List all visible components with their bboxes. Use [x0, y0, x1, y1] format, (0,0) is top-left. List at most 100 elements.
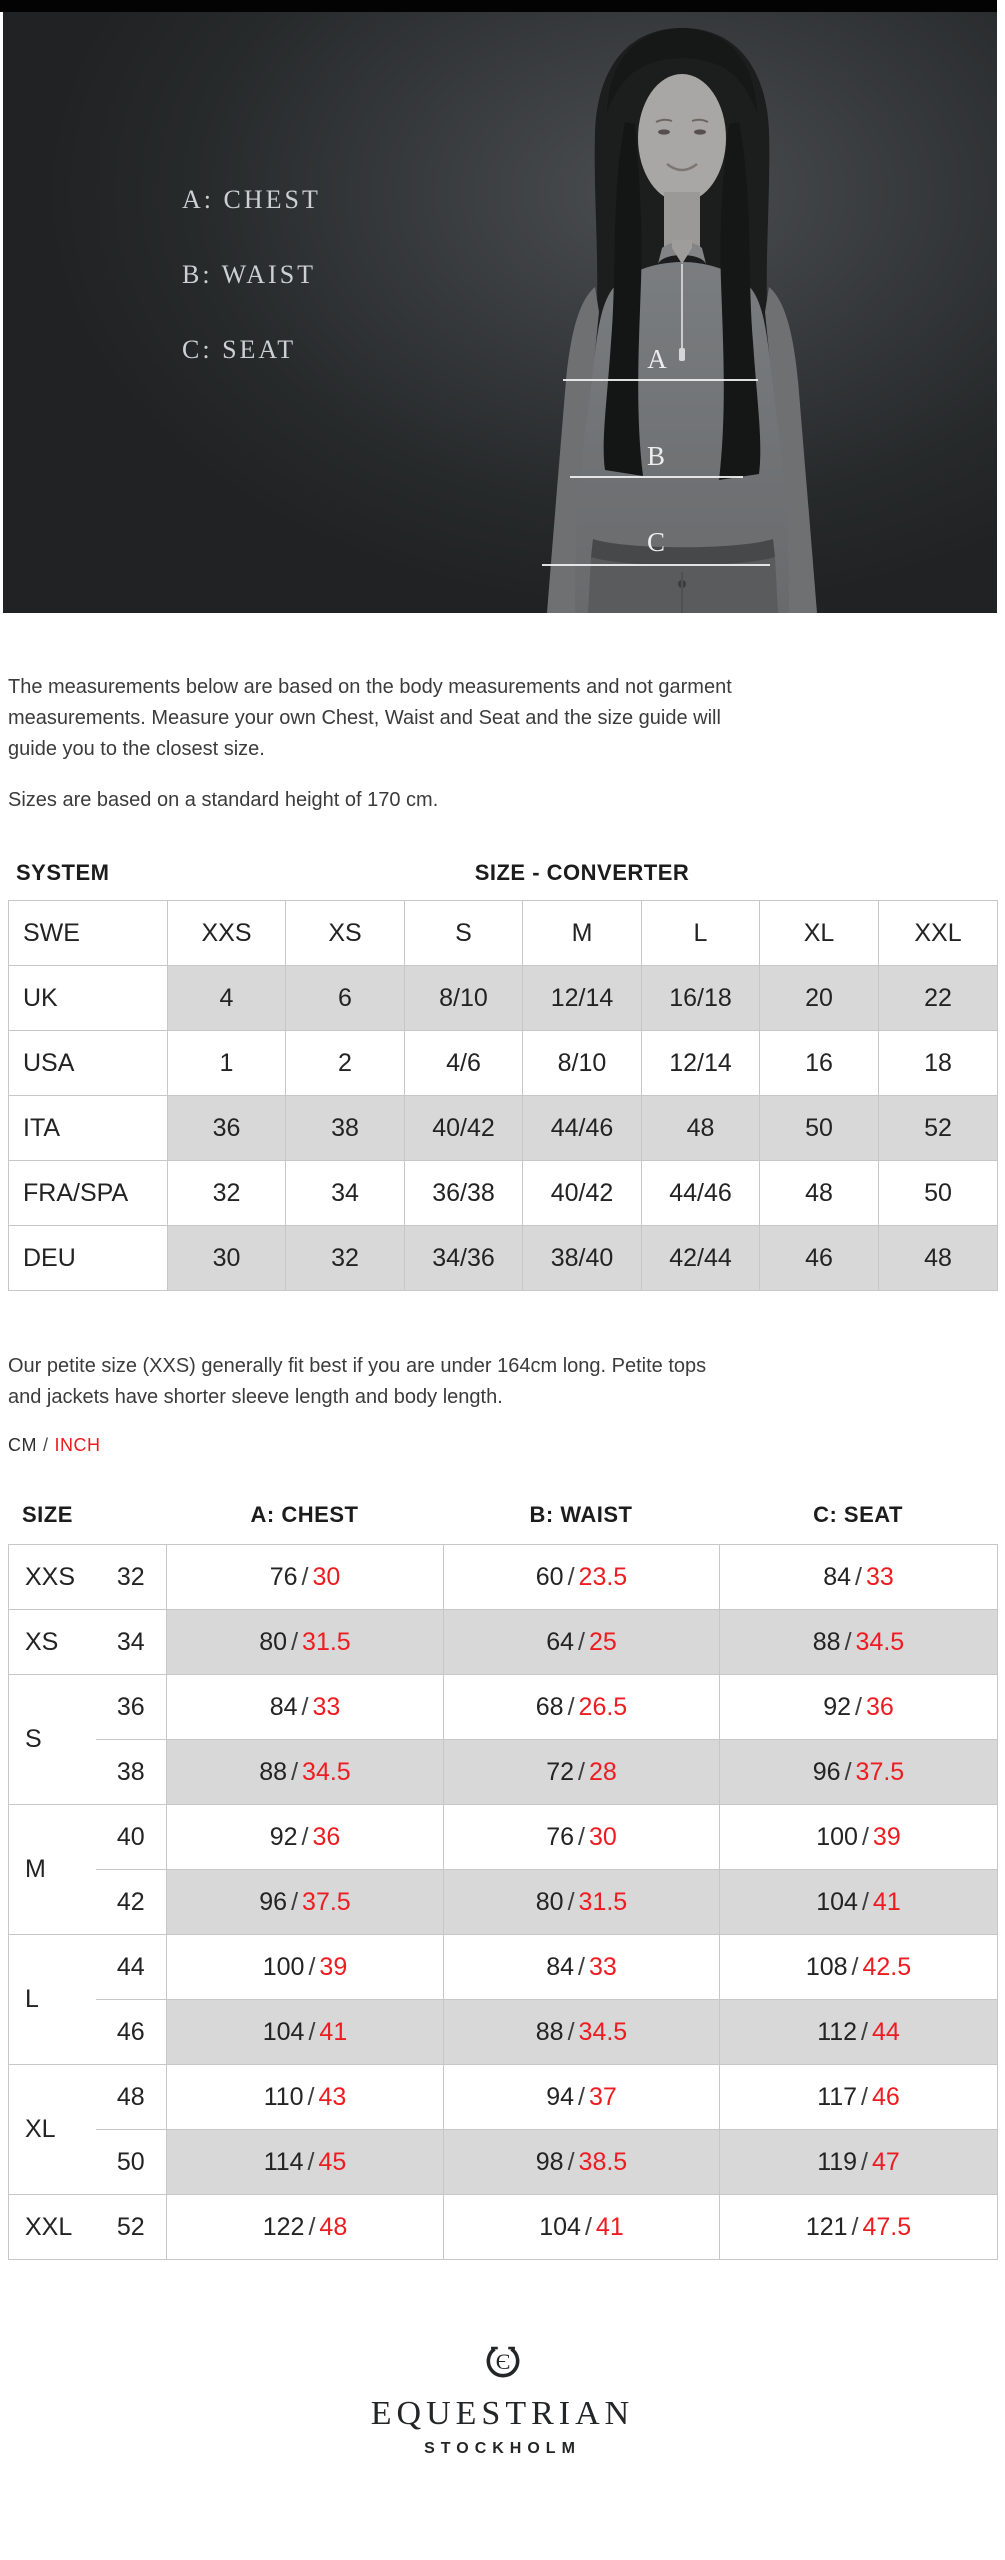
converter-row: DEU 30 32 34/36 38/40 42/44 46 48 — [8, 1225, 998, 1291]
size-cell: 4/6 — [404, 1030, 523, 1096]
measurement-value-cell: 121/47.5 — [719, 2194, 998, 2260]
logo-monogram: Є — [495, 2349, 510, 2374]
size-number-cell: 46 — [95, 1999, 167, 2065]
size-cell: 36/38 — [404, 1160, 523, 1226]
size-cell: 38/40 — [522, 1225, 642, 1291]
size-cell: 12/14 — [641, 1030, 760, 1096]
cm-value: 92 — [269, 1822, 298, 1851]
measurement-value-cell: 96/37.5 — [166, 1869, 444, 1935]
hero-top-black-bar — [0, 0, 997, 12]
cm-value: 84 — [546, 1952, 575, 1981]
unit-toggle: CM / INCH — [8, 1435, 997, 1456]
size-letter-cell: XL — [8, 2064, 96, 2195]
intro-paragraph: The measurements below are based on the … — [8, 676, 732, 760]
cm-value: 88 — [812, 1627, 841, 1656]
measurement-row: XL 48 110/43 94/37 117/46 — [8, 2064, 998, 2195]
value-separator: / — [301, 1692, 309, 1721]
inch-value: 38.5 — [578, 2147, 628, 2176]
measurement-value-cell: 100/39 — [719, 1804, 998, 1870]
size-guide-content: The measurements below are based on the … — [0, 672, 1005, 2260]
value-separator: / — [861, 2147, 868, 2176]
size-cell: 52 — [878, 1095, 998, 1161]
cm-value: 64 — [546, 1627, 575, 1656]
value-separator: / — [291, 1757, 299, 1786]
size-cell: 44/46 — [522, 1095, 642, 1161]
size-cell: 16 — [759, 1030, 879, 1096]
cm-value: 60 — [535, 1562, 564, 1591]
value-separator: / — [861, 1822, 869, 1851]
system-label-cell: DEU — [8, 1225, 168, 1291]
measurement-value-cell: 117/46 — [719, 2064, 998, 2130]
value-separator: / — [861, 1887, 869, 1916]
size-converter-table-body: SWE XXS XS S M L XL XXL UK 4 6 8/10 12/14 16/18 20 22 US… — [8, 900, 998, 1291]
cm-value: 84 — [823, 1562, 852, 1591]
size-cell: 4 — [167, 965, 286, 1031]
value-separator: / — [855, 1562, 862, 1591]
inch-value: 36 — [312, 1822, 341, 1851]
inch-value: 31.5 — [302, 1627, 351, 1656]
measurement-value-cell: 80/31.5 — [166, 1609, 444, 1675]
model-photo — [3, 12, 997, 613]
value-separator: / — [567, 2147, 575, 2176]
size-cell: 30 — [167, 1225, 286, 1291]
inch-value: 30 — [312, 1562, 341, 1591]
converter-row: USA 1 2 4/6 8/10 12/14 16 18 — [8, 1030, 998, 1096]
inch-unit-toggle[interactable]: INCH — [54, 1435, 101, 1455]
inch-value: 25 — [588, 1627, 617, 1656]
cm-value: 100 — [816, 1822, 858, 1851]
value-separator: / — [291, 1627, 299, 1656]
measurement-value-cell: 122/48 — [166, 2194, 444, 2260]
system-label-cell: USA — [8, 1030, 168, 1096]
cm-value: 80 — [259, 1627, 288, 1656]
cm-value: 122 — [262, 2212, 305, 2241]
cm-value: 121 — [805, 2212, 848, 2241]
converter-row: UK 4 6 8/10 12/14 16/18 20 22 — [8, 965, 998, 1031]
measurement-value-cell: 104/41 — [166, 1999, 444, 2065]
value-separator: / — [578, 1822, 585, 1851]
value-separator: / — [567, 1692, 575, 1721]
inch-value: 37 — [588, 2082, 617, 2111]
measurement-value-cell: 84/33 — [443, 1934, 720, 2000]
size-letter-cell: M — [8, 1804, 96, 1935]
value-separator: / — [291, 1887, 299, 1916]
size-cell: 34 — [285, 1160, 405, 1226]
measurement-value-cell: 119/47 — [719, 2129, 998, 2195]
inch-value: 28 — [588, 1757, 617, 1786]
inch-value: 36 — [865, 1692, 894, 1721]
legend-waist: B: WAIST — [182, 260, 317, 289]
model-illustration — [547, 28, 817, 613]
cm-value: 117 — [817, 2082, 858, 2111]
measurement-value-cell: 104/41 — [719, 1869, 998, 1935]
value-separator: / — [567, 1887, 575, 1916]
measurement-value-cell: 84/33 — [719, 1544, 998, 1610]
size-cell: 46 — [759, 1225, 879, 1291]
cm-value: 76 — [269, 1562, 298, 1591]
size-number-cell: 48 — [95, 2064, 167, 2130]
size-cell: 8/10 — [404, 965, 523, 1031]
inch-value: 33 — [588, 1952, 617, 1981]
size-cell: 48 — [759, 1160, 879, 1226]
legend-seat: C: SEAT — [182, 335, 297, 364]
inch-value: 33 — [312, 1692, 341, 1721]
measurement-row: 46 104/41 88/34.5 112/44 — [9, 1999, 998, 2065]
cm-value: 119 — [817, 2147, 858, 2176]
cm-value: 114 — [263, 2147, 304, 2176]
inch-value: 41 — [595, 2212, 624, 2241]
size-cell: 20 — [759, 965, 879, 1031]
brand-footer: Є EQUESTRIAN STOCKHOLM — [0, 2338, 1005, 2516]
inch-value: 45 — [318, 2147, 347, 2176]
inch-value: 44 — [872, 2017, 900, 2046]
inch-value: 34.5 — [302, 1757, 351, 1786]
inch-value: 37.5 — [302, 1887, 351, 1916]
size-cell: L — [641, 900, 760, 966]
value-separator: / — [301, 1562, 309, 1591]
size-cell: 16/18 — [641, 965, 760, 1031]
system-label-cell: SWE — [8, 900, 168, 966]
size-number-cell: 34 — [95, 1609, 167, 1675]
measurements-headline: SIZE A: CHEST B: WAIST C: SEAT — [8, 1502, 997, 1528]
inch-value: 39 — [319, 1952, 348, 1981]
cm-unit-toggle[interactable]: CM — [8, 1435, 37, 1455]
waist-marker-letter: B — [646, 441, 666, 471]
measurement-row: 38 88/34.5 72/28 96/37.5 — [9, 1739, 998, 1805]
measurement-value-cell: 76/30 — [166, 1544, 444, 1610]
